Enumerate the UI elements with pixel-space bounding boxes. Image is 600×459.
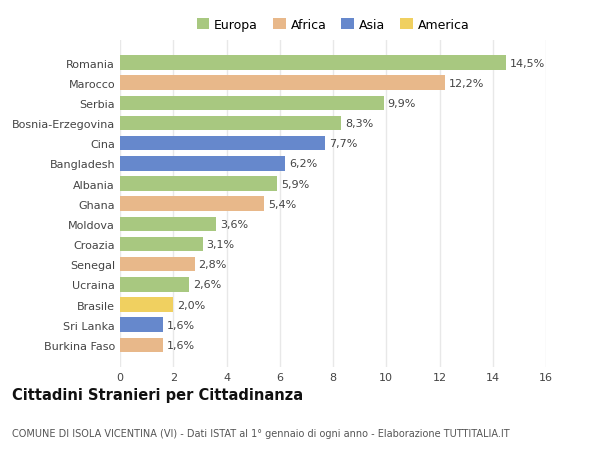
Text: 14,5%: 14,5% — [510, 58, 545, 68]
Text: 7,7%: 7,7% — [329, 139, 358, 149]
Bar — [120, 318, 163, 332]
Text: 1,6%: 1,6% — [167, 320, 195, 330]
Text: Cittadini Stranieri per Cittadinanza: Cittadini Stranieri per Cittadinanza — [12, 387, 303, 403]
Bar — [120, 177, 277, 191]
Bar — [120, 56, 506, 71]
Bar — [120, 237, 203, 252]
Text: COMUNE DI ISOLA VICENTINA (VI) - Dati ISTAT al 1° gennaio di ogni anno - Elabora: COMUNE DI ISOLA VICENTINA (VI) - Dati IS… — [12, 428, 509, 438]
Text: 2,6%: 2,6% — [193, 280, 221, 290]
Bar — [120, 117, 341, 131]
Bar — [120, 278, 189, 292]
Text: 3,1%: 3,1% — [206, 240, 235, 250]
Bar — [120, 96, 383, 111]
Bar — [120, 257, 194, 272]
Text: 5,9%: 5,9% — [281, 179, 310, 189]
Bar — [120, 157, 285, 171]
Text: 2,0%: 2,0% — [177, 300, 205, 310]
Text: 1,6%: 1,6% — [167, 340, 195, 350]
Text: 2,8%: 2,8% — [199, 260, 227, 269]
Bar — [120, 217, 216, 232]
Bar — [120, 197, 264, 212]
Text: 12,2%: 12,2% — [449, 78, 484, 89]
Bar — [120, 338, 163, 353]
Text: 3,6%: 3,6% — [220, 219, 248, 230]
Text: 6,2%: 6,2% — [289, 159, 317, 169]
Bar — [120, 76, 445, 91]
Legend: Europa, Africa, Asia, America: Europa, Africa, Asia, America — [197, 19, 469, 32]
Bar — [120, 137, 325, 151]
Bar — [120, 297, 173, 312]
Text: 9,9%: 9,9% — [388, 99, 416, 109]
Text: 8,3%: 8,3% — [345, 119, 373, 129]
Text: 5,4%: 5,4% — [268, 199, 296, 209]
